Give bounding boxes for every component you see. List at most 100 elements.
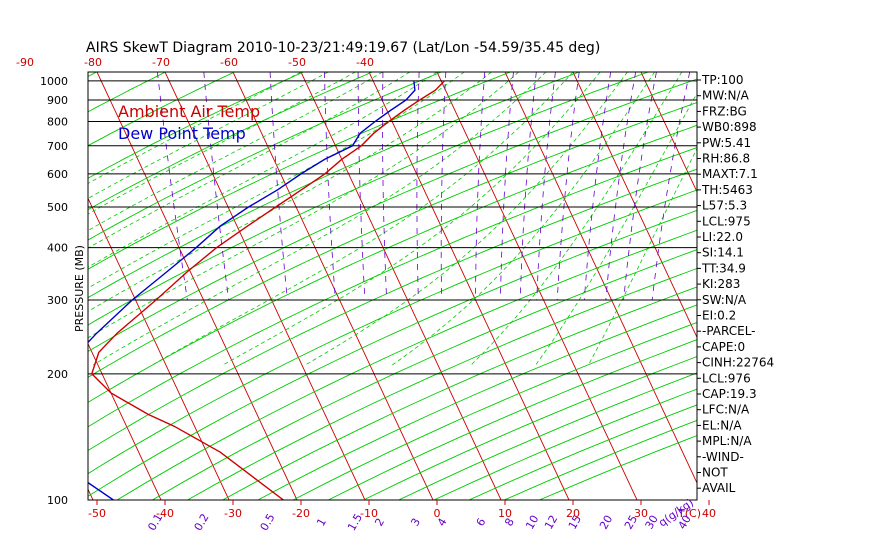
stability-indices: TP:100MW:N/AFRZ:BGWB0:898PW:5.41RH:86.8M… <box>697 73 774 495</box>
top-temp-tick-label: -40 <box>356 56 374 69</box>
index-entry: KI:283 <box>702 277 740 291</box>
dry-adiabat-line <box>152 249 697 500</box>
index-entry: LCL:976 <box>702 371 751 385</box>
isotherm-line <box>504 72 697 484</box>
pressure-tick-label: 400 <box>47 242 68 255</box>
dry-adiabat-line <box>88 72 442 241</box>
dry-adiabat-line <box>88 168 697 452</box>
legend-dewpoint: Dew Point Temp <box>118 124 246 143</box>
bottom-temp-tick-label: -40 <box>156 507 174 520</box>
bottom-temp-tick-label: 40 <box>702 507 716 520</box>
dry-adiabat-line <box>88 72 304 179</box>
bottom-temp-tick-label: 10 <box>498 507 512 520</box>
legend-ambient: Ambient Air Temp <box>118 102 260 121</box>
moist-adiabat-line <box>88 72 438 268</box>
mixing-ratio-label: 1 <box>314 516 329 529</box>
mixing-ratio-label: 6 <box>474 516 489 529</box>
mixing-ratio-line <box>324 72 336 301</box>
plot-border <box>87 71 698 501</box>
isotherm-line <box>436 72 638 500</box>
series-line: Ambient Air Temp <box>91 80 445 500</box>
dry-adiabat-line <box>88 72 649 326</box>
pressure-tick-label: 900 <box>47 94 68 107</box>
index-entry: LI:22.0 <box>702 230 743 244</box>
mixing-ratio-line <box>583 72 612 301</box>
mixing-ratio-label: 4 <box>435 516 450 529</box>
mixing-ratio-label: 20 <box>597 513 615 532</box>
dry-adiabat-line <box>468 404 697 500</box>
mixing-ratio-line <box>500 72 514 301</box>
dry-adiabat-line <box>88 209 697 497</box>
dry-adiabat-line <box>88 189 697 475</box>
moist-adiabat-line <box>88 72 356 215</box>
bottom-temp-tick-label: 30 <box>634 507 648 520</box>
bottom-temp-tick-label: -20 <box>292 507 310 520</box>
top-temp-tick-label: -60 <box>220 56 238 69</box>
bottom-temp-tick-label: 0 <box>434 507 441 520</box>
index-entry: PW:5.41 <box>702 136 751 150</box>
index-entry: CINH:22764 <box>702 356 774 370</box>
isotherm-line <box>96 72 298 500</box>
dry-adiabat-line <box>292 322 697 500</box>
index-entry: CAP:19.3 <box>702 387 757 401</box>
dry-adiabat-line <box>88 78 697 353</box>
dry-adiabat-line <box>222 286 697 500</box>
moist-adiabat-line <box>92 72 547 366</box>
dry-adiabat-line <box>88 72 166 113</box>
dry-adiabat-line <box>88 72 373 211</box>
mixing-ratio-label: 25 <box>622 513 640 532</box>
plot-frame <box>87 71 698 501</box>
isotherm-line <box>88 342 162 500</box>
bottom-temp-tick-label: 20 <box>566 507 580 520</box>
pressure-tick-label: 800 <box>47 115 68 128</box>
dry-adiabat-line <box>363 356 697 500</box>
isotherm-line <box>300 72 502 500</box>
isotherm-line <box>845 72 870 500</box>
moist-adiabat-line <box>88 72 302 184</box>
mixing-ratio-line <box>651 72 691 301</box>
moist-adiabat-line <box>152 72 574 366</box>
index-entry: LFC:N/A <box>702 403 750 417</box>
top-temp-tick-label: -90 <box>16 56 34 69</box>
mixing-ratio-label: 30 <box>643 513 661 532</box>
index-entry: AVAIL <box>702 481 736 495</box>
dry-adiabat-line <box>257 304 697 500</box>
mixing-ratio-line <box>519 72 537 301</box>
chart-title: AIRS SkewT Diagram 2010-10-23/21:49:19.6… <box>86 40 600 56</box>
mixing-ratio-label: 0.2 <box>192 511 212 533</box>
index-entry: EI:0.2 <box>702 309 736 323</box>
index-entry: -WIND- <box>702 450 744 464</box>
y-axis-label: PRESSURE (MB) <box>73 245 86 332</box>
moist-adiabat-line <box>535 92 697 366</box>
dry-adiabat-line <box>433 388 697 500</box>
index-entry: TT:34.9 <box>701 261 746 275</box>
mixing-ratio-label: 15 <box>566 513 584 532</box>
dry-adiabat-line <box>0 72 28 500</box>
isotherm-line <box>640 72 697 193</box>
moist-adiabat-line <box>222 72 601 366</box>
dry-adiabat-line <box>116 229 697 500</box>
index-entry: LCL:975 <box>702 214 751 228</box>
dry-adiabat-line <box>187 267 697 500</box>
index-entry: TP:100 <box>701 73 744 87</box>
index-entry: FRZ:BG <box>702 104 747 118</box>
isotherm-line <box>777 72 870 500</box>
pressure-tick-label: 200 <box>47 368 68 381</box>
isotherm-line <box>0 72 25 500</box>
dry-adiabat-line <box>88 72 235 147</box>
index-entry: SI:14.1 <box>702 246 744 260</box>
dry-adiabat-line <box>88 124 697 403</box>
top-temp-tick-label: -70 <box>152 56 170 69</box>
mixing-ratio-label: 0.5 <box>258 511 278 533</box>
dry-adiabat-line <box>328 339 697 500</box>
moist-adiabat-line <box>88 72 519 339</box>
moist-adiabat-line <box>88 72 492 312</box>
mixing-ratio-line <box>556 72 580 301</box>
top-temp-tick-label: -50 <box>288 56 306 69</box>
index-entry: NOT <box>702 466 728 480</box>
dry-adiabat-line <box>88 147 697 428</box>
bottom-temp-tick-label: -30 <box>224 507 242 520</box>
dry-adiabat-line <box>88 72 511 270</box>
profile-lines: Ambient Air Temp Dew Point Temp <box>88 80 445 500</box>
